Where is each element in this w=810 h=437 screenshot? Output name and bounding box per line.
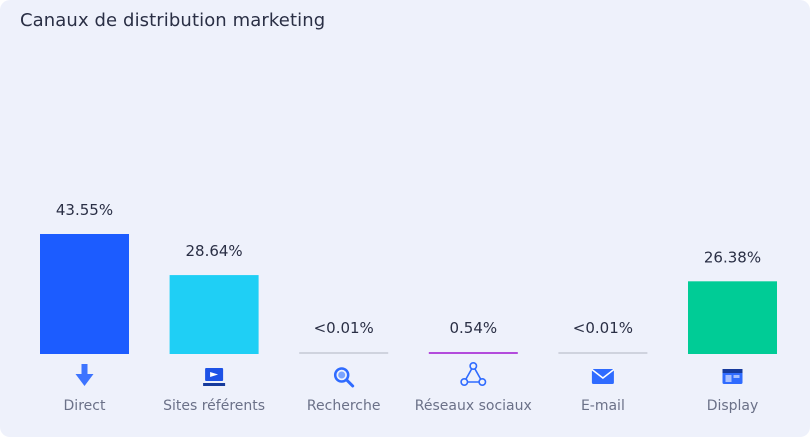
value-label: 0.54% [449, 319, 497, 337]
bar-recherche[interactable] [299, 352, 389, 354]
category-label: Recherche [307, 398, 381, 414]
social-network-icon [460, 361, 487, 386]
bar-group-display[interactable]: 26.38% Display [688, 248, 777, 414]
display-icon [722, 369, 743, 384]
referral-icon [203, 368, 226, 386]
category-label: Réseaux sociaux [415, 398, 532, 414]
category-label: Direct [64, 398, 106, 414]
search-icon [333, 367, 355, 388]
value-label: <0.01% [573, 319, 633, 337]
value-label: 28.64% [185, 242, 242, 260]
bar-reseaux-sociaux[interactable] [428, 352, 518, 354]
bar-sites-referents[interactable] [169, 275, 259, 354]
bar-group-direct[interactable]: 43.55% Direct [40, 201, 129, 414]
bar-display[interactable] [688, 281, 777, 354]
bar-group-sites-referents[interactable]: 28.64% Sites référents [163, 242, 265, 414]
download-arrow-icon [75, 364, 94, 386]
value-label: 26.38% [704, 248, 761, 266]
bar-group-reseaux-sociaux[interactable]: 0.54% Réseaux sociaux [415, 319, 532, 414]
category-label: E-mail [581, 398, 625, 414]
bar-direct[interactable] [40, 234, 129, 354]
chart-title: Canaux de distribution marketing [20, 10, 326, 31]
category-label: Display [707, 398, 759, 414]
category-label: Sites référents [163, 398, 265, 414]
bar-group-e-mail[interactable]: <0.01% E-mail [558, 319, 648, 414]
bar-group-recherche[interactable]: <0.01% Recherche [299, 319, 389, 414]
value-label: 43.55% [56, 201, 113, 219]
bar-e-mail[interactable] [558, 352, 648, 354]
value-label: <0.01% [314, 319, 374, 337]
mail-icon [591, 368, 615, 384]
